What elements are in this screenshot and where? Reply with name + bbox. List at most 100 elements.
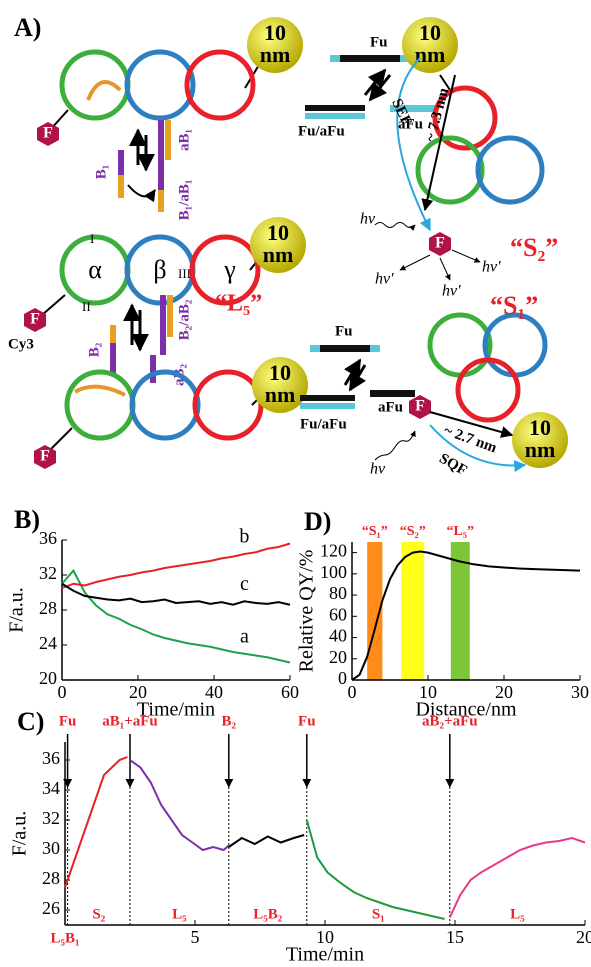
y-axis-label: F/a.u. <box>9 811 31 857</box>
sphere-label: nm <box>260 42 291 67</box>
dye-label: Cy3 <box>8 336 34 352</box>
x-axis-label: Time/min <box>286 944 364 966</box>
y-tick-label: 20 <box>329 647 347 667</box>
event-label: Fu <box>298 713 316 729</box>
photon-label: hv <box>360 211 376 228</box>
panel-a: A) F 10 nm B₁ aB₁ B₁/aB₁ I II III α β γ … <box>8 13 568 479</box>
y-tick-label: 80 <box>329 583 347 603</box>
chain-bottom: F 10 nm <box>34 357 308 469</box>
y-axis-label: F/a.u. <box>6 587 28 633</box>
photon-label: hv′ <box>442 283 461 300</box>
s2-state: Fu Fu/aFu aFu 10 nm SEF ~ 7.3 nm F hv hv… <box>298 17 558 300</box>
ring-label: β <box>153 255 166 284</box>
event-label: Fu <box>59 713 77 729</box>
event-label: aB₁+aFu <box>102 713 158 729</box>
chain-middle: I II III α β γ F Cy3 10 nm “L₅” <box>8 217 306 352</box>
y-tick-label: 100 <box>320 562 347 582</box>
x-axis-label: Distance/nm <box>415 699 517 721</box>
photon-label: hv <box>370 461 386 478</box>
y-tick-label: 60 <box>329 604 347 624</box>
strand-label: aFu <box>378 399 403 415</box>
strand-label: Fu/aFu <box>298 123 345 139</box>
state-label: S₂ <box>92 906 105 922</box>
line <box>62 584 290 605</box>
x-tick-label: 15 <box>446 927 464 947</box>
y-tick-label: 32 <box>42 808 60 828</box>
event-label: B₂ <box>222 713 237 729</box>
sphere-label: nm <box>415 42 446 67</box>
strand-label: B₂ <box>86 342 102 357</box>
y-tick-label: 36 <box>39 528 57 548</box>
ring-label: α <box>88 255 102 284</box>
sphere-label: nm <box>265 382 296 407</box>
state-label: L₅ <box>510 906 525 922</box>
x-tick-label: 0 <box>58 682 67 702</box>
fluorophore: F <box>435 235 445 252</box>
state-label: “S₂” <box>510 233 558 262</box>
fluorophore: F <box>415 398 425 415</box>
y-tick-label: 34 <box>42 778 60 798</box>
loop-label: II <box>82 299 91 314</box>
panel-label: D) <box>304 507 331 536</box>
photon-label: hv′ <box>482 259 501 276</box>
x-tick-label: 5 <box>191 927 200 947</box>
band-label: “S₁” <box>362 524 388 539</box>
y-tick-label: 120 <box>320 541 347 561</box>
y-tick-label: 28 <box>39 598 57 618</box>
x-tick-label: 0 <box>348 682 357 702</box>
x-tick-label: 20 <box>576 927 591 947</box>
panel-label: B) <box>14 505 40 534</box>
line <box>62 544 290 589</box>
band <box>401 542 424 680</box>
distance-label: ~ 2.7 nm <box>442 423 500 457</box>
series-label: c <box>240 573 249 595</box>
y-tick-label: 30 <box>42 838 60 858</box>
state-label: “S₁” <box>490 291 538 320</box>
x-tick-label: 60 <box>281 682 299 702</box>
strand-label: B₁ <box>93 165 109 180</box>
state-label: L₅ <box>172 906 187 922</box>
y-tick-label: 24 <box>39 633 57 653</box>
strand-label: B₂/aB₂ <box>176 299 192 340</box>
effect-label: SQF <box>436 451 469 479</box>
y-axis-label: Relative QY/% <box>296 550 318 673</box>
fluorophore: F <box>30 311 40 328</box>
distance-label: ~ 7.3 nm <box>423 86 453 144</box>
band-label: “S₂” <box>400 524 426 539</box>
y-tick-label: 40 <box>329 626 347 646</box>
b1-exchange: B₁ aB₁ B₁/aB₁ <box>93 120 192 220</box>
strand-label: Fu <box>335 323 353 339</box>
loop-label: III <box>178 266 191 281</box>
photon-label: hv′ <box>375 271 394 288</box>
y-tick-label: 36 <box>42 748 60 768</box>
figure: A) F 10 nm B₁ aB₁ B₁/aB₁ I II III α β γ … <box>0 0 591 967</box>
y-tick-label: 0 <box>338 668 347 688</box>
line <box>229 835 304 847</box>
fluorophore: F <box>40 448 50 465</box>
line <box>307 820 445 919</box>
strand-label: aB₁ <box>176 129 192 151</box>
s1-state: Fu Fu/aFu aFu F 10 nm ~ 2.7 nm SQF hv “S… <box>300 291 568 479</box>
strand-label: B₁/aB₁ <box>176 180 192 221</box>
sphere-label: nm <box>263 242 294 267</box>
series-label: a <box>240 625 249 647</box>
y-tick-label: 28 <box>42 868 60 888</box>
ring-label: γ <box>223 255 236 284</box>
page: {"diagram": {"panel": "A)", "sphere": ["… <box>0 0 591 967</box>
line <box>130 760 229 850</box>
state-label: L₅B₂ <box>253 906 283 922</box>
panel-label: A) <box>14 13 41 42</box>
sphere-label: nm <box>525 437 556 462</box>
state-label: S₁ <box>372 906 385 922</box>
y-tick-label: 32 <box>39 563 57 583</box>
series-label: b <box>239 526 249 548</box>
loop-label: I <box>90 231 94 246</box>
panel-label: C) <box>17 707 44 736</box>
strand-label: Fu <box>370 34 388 50</box>
fluorophore: F <box>43 125 53 142</box>
strand-label: Fu/aFu <box>300 416 347 432</box>
y-tick-label: 26 <box>42 898 60 918</box>
line <box>65 757 127 888</box>
y-tick-label: 20 <box>39 668 57 688</box>
